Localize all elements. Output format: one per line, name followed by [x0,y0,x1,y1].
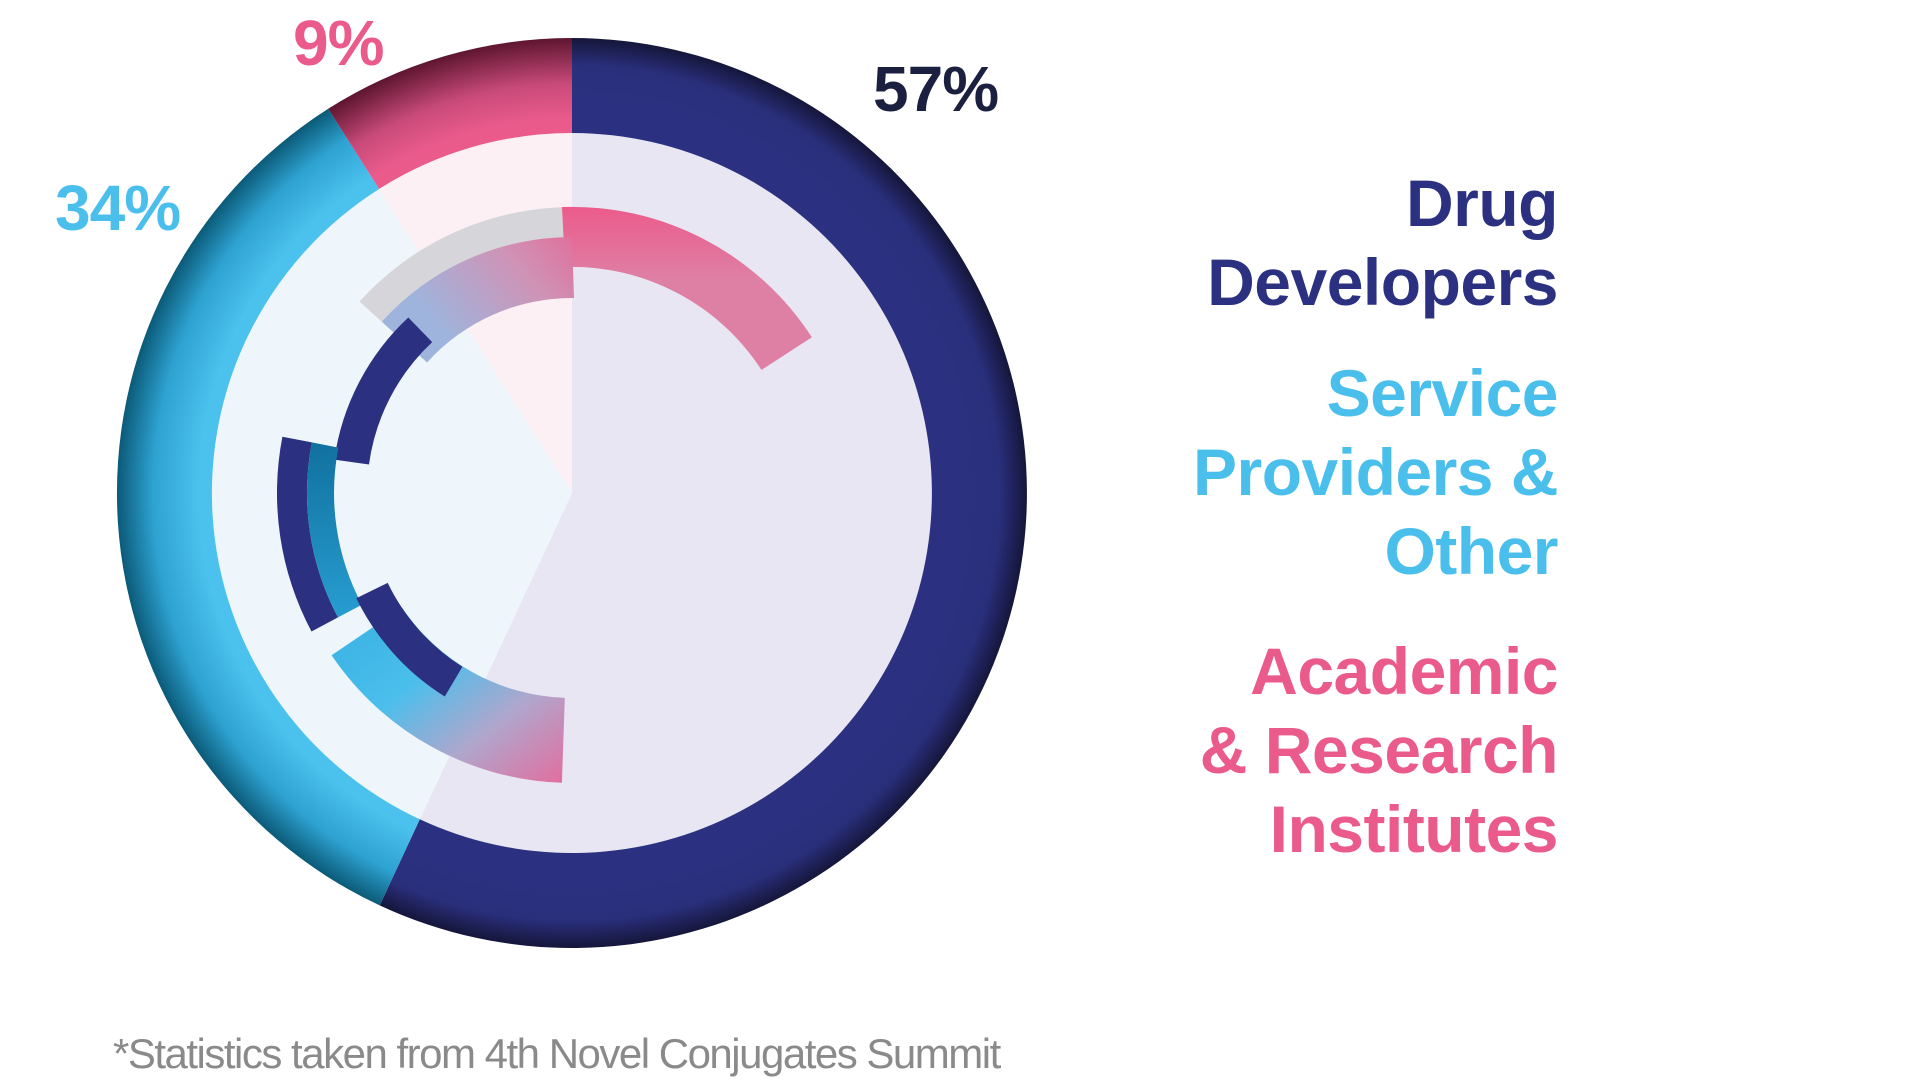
decorative-arcs [276,206,812,783]
legend-academic: Academic & Research Institutes [1199,632,1559,869]
legend-academic-line-2: & Research [1199,713,1559,787]
inner-slice-service [211,189,572,820]
legend-service-line-2: Providers & [1193,435,1558,509]
arc-navy-upper [334,317,433,465]
ring-slice-academic[interactable] [328,38,572,189]
arc-gradient-lower [331,607,565,783]
ring-slice-drug-developers[interactable] [379,38,1027,948]
legend-service-providers: Service Providers & Other [1193,354,1558,591]
arc-gray [359,207,572,322]
footnote-source: *Statistics taken from 4th Novel Conjuga… [113,1030,1001,1077]
legend-academic-line-3: Institutes [1269,792,1559,866]
legend-drug-developers: Drug Developers [1207,164,1558,322]
arc-navy-lower [356,582,463,697]
legend-drug-line-2: Developers [1207,245,1558,319]
label-pct-drug: 57% [873,53,999,125]
inner-slice-drug [419,133,932,853]
legend-service-line-1: Service [1326,356,1559,430]
inner-disk [211,133,932,853]
label-pct-academic: 9% [293,7,384,79]
arc-pink-right [562,206,812,370]
ring-slice-service-providers[interactable] [116,108,420,906]
arc-gradient-top [381,237,574,363]
arc-teal-left [307,442,362,618]
label-pct-service: 34% [55,172,181,244]
legend-drug-line-1: Drug [1406,166,1558,240]
arc-navy-left [276,436,338,632]
legend-service-line-3: Other [1384,514,1558,588]
legend-academic-line-1: Academic [1250,634,1558,708]
